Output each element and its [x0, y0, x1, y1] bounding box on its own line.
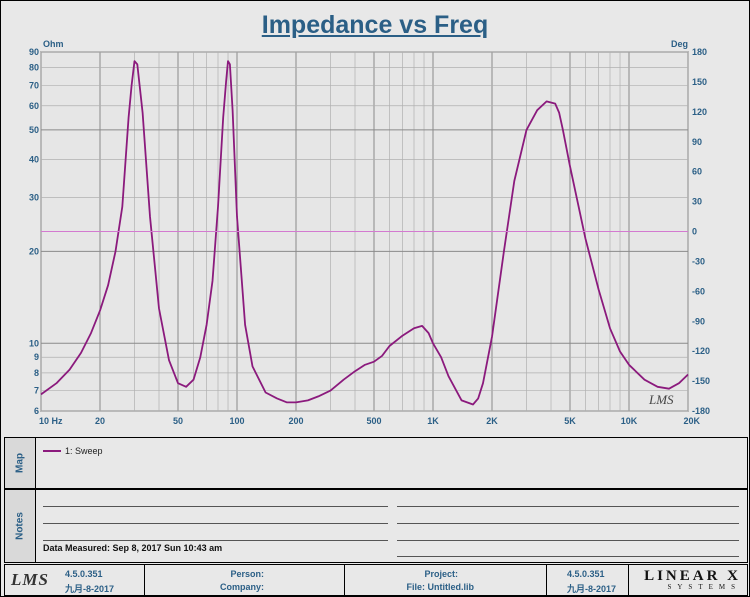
y2-tick-label: -60 — [692, 286, 705, 296]
person-label: Person: — [230, 569, 264, 579]
map-section: Map 1: Sweep — [4, 437, 748, 489]
note-line[interactable] — [397, 556, 739, 557]
x-tick-label: 2K — [486, 416, 498, 426]
data-measured-text: Data Measured: Sep 8, 2017 Sun 10:43 am — [43, 543, 223, 553]
x-tick-label: 500 — [366, 416, 381, 426]
notes-section: Notes Data Measured: Sep 8, 2017 Sun 10:… — [4, 489, 748, 563]
company-label: Company: — [219, 582, 264, 592]
x-tick-label: 5K — [564, 416, 576, 426]
y2-tick-label: -30 — [692, 256, 705, 266]
lms-logo: LMS — [11, 570, 49, 589]
version-right: 4.5.0.351 — [567, 569, 605, 579]
y-tick-label: 20 — [29, 246, 39, 256]
note-line[interactable] — [397, 540, 739, 541]
y-tick-label: 6 — [34, 406, 39, 416]
y-tick-label: 80 — [29, 63, 39, 73]
y2-tick-label: -180 — [692, 406, 710, 416]
y-tick-label: 40 — [29, 155, 39, 165]
x-tick-label: 1K — [427, 416, 439, 426]
y-tick-label: 30 — [29, 193, 39, 203]
map-side-label: Map — [5, 438, 36, 488]
x-tick-label: 20K — [683, 416, 700, 426]
note-line[interactable] — [43, 523, 388, 524]
footer-version-cell: 4.5.0.351 九月-8-2017 — [547, 565, 629, 595]
footer-project-cell: Project: File: Untitled.lib — [345, 565, 547, 595]
map-label: Map — [14, 453, 26, 473]
legend-swatch — [43, 450, 61, 452]
tick-layer: 10 Hz 20 50 100 200 500 1K 2K 5K 10K 20K6789102030… — [29, 47, 710, 426]
linearx-logo: LINEAR X SYSTEMS — [644, 568, 741, 591]
x-tick-label: 200 — [288, 416, 303, 426]
y2-tick-label: 0 — [692, 227, 697, 237]
project-label: Project: — [424, 569, 458, 579]
plot-area[interactable]: 10 Hz 20 50 100 200 500 1K 2K 5K 10K 20K6789102030… — [1, 1, 749, 435]
title-bar: Impedance vs Freq — [1, 1, 749, 47]
linearx-logo-top: LINEAR X — [644, 568, 741, 584]
series-layer — [40, 60, 689, 406]
x-tick-label: 10 Hz — [39, 416, 63, 426]
y-tick-label: 50 — [29, 125, 39, 135]
note-line[interactable] — [43, 540, 388, 541]
file-label: File: Untitled.lib — [406, 582, 475, 592]
x-tick-label: 50 — [173, 416, 183, 426]
legend-label: 1: Sweep — [65, 446, 103, 456]
date-left: 九月-8-2017 — [65, 584, 115, 594]
note-line[interactable] — [397, 523, 739, 524]
y-tick-label: 10 — [29, 338, 39, 348]
y-axis-label: Ohm — [43, 39, 64, 49]
y-tick-label: 60 — [29, 101, 39, 111]
linearx-logo-bottom: SYSTEMS — [667, 583, 741, 591]
y2-tick-label: 60 — [692, 167, 702, 177]
footer-logo-cell: LMS 4.5.0.351 九月-8-2017 — [5, 565, 145, 595]
y-tick-label: 7 — [34, 386, 39, 396]
note-line[interactable] — [397, 506, 739, 507]
y2-tick-label: 180 — [692, 47, 707, 57]
footer-person-cell: Person: Company: — [145, 565, 345, 595]
y-tick-label: 8 — [34, 368, 39, 378]
y2-tick-label: -120 — [692, 346, 710, 356]
y2-tick-label: 90 — [692, 137, 702, 147]
y2-axis-label: Deg — [671, 39, 688, 49]
x-tick-label: 20 — [95, 416, 105, 426]
impedance-series-line — [40, 60, 689, 406]
y2-tick-label: 150 — [692, 77, 707, 87]
lms-watermark: LMS — [648, 392, 674, 407]
y-tick-label: 9 — [34, 352, 39, 362]
legend-entry[interactable]: 1: Sweep — [43, 446, 103, 456]
y-tick-label: 90 — [29, 47, 39, 57]
y2-tick-label: -90 — [692, 316, 705, 326]
notes-side-label: Notes — [5, 490, 36, 562]
y2-tick-label: 30 — [692, 197, 702, 207]
y-tick-label: 70 — [29, 80, 39, 90]
y2-tick-label: -150 — [692, 376, 710, 386]
x-tick-label: 10K — [621, 416, 638, 426]
version-left: 4.5.0.351 — [65, 569, 103, 579]
chart-title: Impedance vs Freq — [261, 11, 489, 39]
date-right: 九月-8-2017 — [567, 584, 617, 594]
note-line[interactable] — [43, 506, 388, 507]
y2-tick-label: 120 — [692, 107, 707, 117]
notes-label: Notes — [14, 512, 26, 540]
footer: LMS 4.5.0.351 九月-8-2017 Person: Company:… — [4, 564, 748, 596]
x-tick-label: 100 — [229, 416, 244, 426]
